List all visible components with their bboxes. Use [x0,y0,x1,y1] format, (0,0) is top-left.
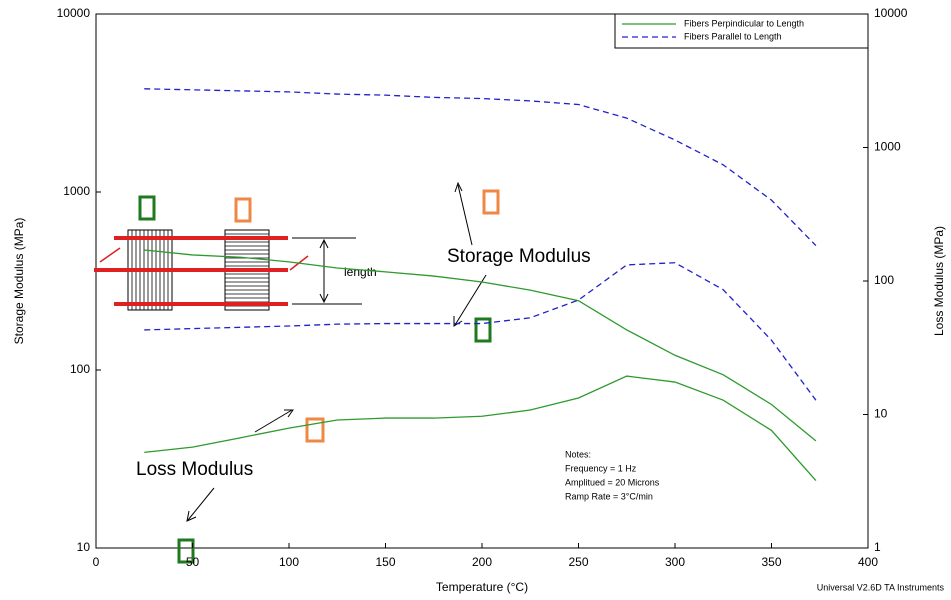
legend-label: Fibers Parallel to Length [684,31,782,41]
annotation: length [344,265,377,279]
y2-tick-label: 10 [874,407,888,421]
x-tick-label: 350 [761,555,781,569]
y2-axis-title: Loss Modulus (MPa) [932,226,946,336]
x-axis-title: Temperature (°C) [436,580,528,594]
x-tick-label: 150 [375,555,395,569]
series-line [144,375,817,481]
x-tick-label: 100 [279,555,299,569]
x-tick-label: 200 [472,555,492,569]
x-tick-label: 400 [858,555,878,569]
y2-tick-label: 100 [874,273,894,287]
y2-tick-label: 10000 [874,6,908,20]
legend-box [614,13,869,49]
x-tick-label: 0 [93,555,100,569]
y-tick-label: 100 [70,362,90,376]
annotation: Storage Modulus [447,246,591,267]
annotation: Loss Modulus [136,459,253,480]
y2-tick-label: 1000 [874,140,901,154]
y-axis-title: Storage Modulus (MPa) [12,218,26,345]
x-tick-label: 50 [186,555,200,569]
note: Frequency = 1 Hz [565,463,637,473]
footer: Universal V2.6D TA Instruments [817,582,945,592]
note: Ramp Rate = 3°C/min [565,491,653,501]
y2-tick-label: 1 [874,540,881,554]
note: Amplitued = 20 Microns [565,477,660,487]
y-tick-label: 10000 [57,6,91,20]
series-line [144,249,817,442]
y-tick-label: 10 [77,540,91,554]
fiber-diagram [94,181,500,564]
series-line [144,88,817,247]
x-tick-label: 250 [568,555,588,569]
note: Notes: [565,449,591,459]
x-tick-label: 300 [665,555,685,569]
legend-label: Fibers Perpindicular to Length [684,18,804,28]
series-line [144,262,817,401]
y-tick-label: 1000 [63,184,90,198]
